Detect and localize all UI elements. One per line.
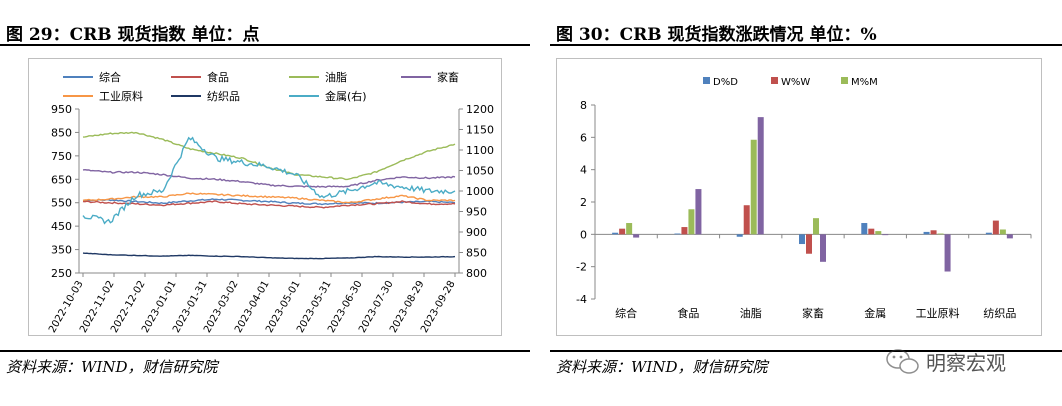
series-line-1 bbox=[82, 200, 456, 209]
left-y-tick-label: 950 bbox=[51, 103, 72, 116]
left-source-rule bbox=[0, 350, 530, 352]
bar-3 bbox=[944, 234, 951, 272]
left-y-tick-label: 350 bbox=[51, 244, 72, 257]
y-tick-label: -2 bbox=[576, 261, 587, 274]
legend-label-5: 纺织品 bbox=[207, 89, 240, 103]
left-y-tick-label: 450 bbox=[51, 220, 72, 233]
left-y-tick-label: 850 bbox=[51, 126, 72, 139]
right-y-tick-label: 1050 bbox=[466, 165, 494, 178]
y-tick-label: 4 bbox=[580, 164, 587, 177]
category-label: 纺织品 bbox=[983, 306, 1016, 320]
legend-swatch-0 bbox=[703, 77, 710, 84]
legend-label-3: 家畜 bbox=[437, 70, 459, 84]
series-line-3 bbox=[82, 168, 456, 189]
left-y-tick-label: 750 bbox=[51, 150, 72, 163]
right-y-tick-label: 900 bbox=[466, 226, 487, 239]
bar-1 bbox=[619, 228, 626, 235]
right-source-note: 资料来源：WIND，财信研究院 bbox=[556, 358, 768, 376]
watermark-text: 明察宏观 bbox=[926, 351, 1006, 375]
bar-3 bbox=[757, 117, 764, 235]
right-panel: 图 30：CRB 现货指数涨跌情况 单位：% D%D W%W M%M -4 -2 0 2 4 6… bbox=[550, 0, 1062, 406]
right-y-tick-label: 1100 bbox=[466, 144, 494, 157]
y-tick-label: -4 bbox=[576, 293, 587, 306]
bar-0 bbox=[923, 231, 930, 235]
bar-3 bbox=[695, 189, 702, 235]
bar-0 bbox=[861, 223, 868, 235]
series-line-4 bbox=[82, 192, 456, 204]
right-y-tick-label: 950 bbox=[466, 206, 487, 219]
bar-2 bbox=[999, 229, 1006, 235]
category-label: 家畜 bbox=[802, 306, 824, 320]
legend-label-6: 金属(右) bbox=[325, 89, 367, 103]
legend-label-4: 工业原料 bbox=[99, 89, 143, 103]
series-line-5 bbox=[82, 252, 456, 260]
right-y-tick-label: 1200 bbox=[466, 103, 494, 116]
right-y-tick-label: 800 bbox=[466, 267, 487, 280]
bar-1 bbox=[868, 228, 875, 235]
bar-1 bbox=[806, 234, 812, 254]
legend-label-0: D%D bbox=[713, 77, 738, 88]
bar-2 bbox=[937, 233, 944, 235]
bar-3 bbox=[882, 234, 889, 236]
legend-label-1: W%W bbox=[781, 77, 810, 88]
bar-0 bbox=[612, 232, 619, 235]
right-y-tick-label: 1150 bbox=[466, 124, 494, 137]
bar-1 bbox=[992, 220, 999, 235]
left-title-rule bbox=[0, 44, 530, 46]
right-source-rule bbox=[550, 350, 1062, 352]
legend-label-2: 油脂 bbox=[325, 70, 347, 84]
bar-1 bbox=[681, 227, 688, 235]
bar-0 bbox=[799, 234, 805, 245]
series-line-6 bbox=[82, 136, 456, 225]
left-y-tick-label: 650 bbox=[51, 173, 72, 186]
right-legend: D%D W%W M%M bbox=[703, 77, 878, 88]
left-y-tick-label: 250 bbox=[51, 267, 72, 280]
bar-1 bbox=[930, 230, 937, 235]
left-chart-frame: 综合 食品 油脂 家畜工业原料 纺织品 金属(右) 250 350 450 550 650 750 85… bbox=[28, 58, 502, 336]
left-source-note: 资料来源：WIND，财信研究院 bbox=[6, 358, 218, 376]
right-bar-chart: D%D W%W M%M -4 -2 0 2 4 6 8 综合 食品 油脂 家畜 金属 工业原料 纺织品 bbox=[576, 77, 1032, 320]
legend-swatch-1 bbox=[771, 77, 778, 84]
bar-3 bbox=[633, 234, 640, 238]
bar-0 bbox=[674, 233, 681, 235]
bar-0 bbox=[985, 232, 992, 235]
bar-2 bbox=[688, 209, 695, 235]
bar-2 bbox=[813, 218, 819, 235]
legend-label-0: 综合 bbox=[99, 70, 121, 84]
left-figure-title: 图 29：CRB 现货指数 单位：点 bbox=[6, 25, 260, 45]
right-figure-title: 图 30：CRB 现货指数涨跌情况 单位：% bbox=[556, 25, 877, 45]
wechat-watermark: 明察宏观 bbox=[882, 344, 1052, 380]
y-tick-label: 2 bbox=[580, 196, 587, 209]
legend-swatch-2 bbox=[841, 77, 848, 84]
category-label: 综合 bbox=[615, 306, 637, 320]
bar-2 bbox=[750, 139, 757, 235]
right-chart-frame: D%D W%W M%M -4 -2 0 2 4 6 8 综合 食品 油脂 家畜 金属 工业原料 纺织品 bbox=[556, 58, 1042, 336]
category-label: 食品 bbox=[677, 306, 699, 320]
legend-label-2: M%M bbox=[851, 77, 878, 88]
category-label: 金属 bbox=[864, 306, 886, 320]
bar-1 bbox=[743, 205, 750, 235]
left-y-tick-label: 550 bbox=[51, 197, 72, 210]
y-tick-label: 6 bbox=[580, 131, 587, 144]
bar-2 bbox=[626, 223, 633, 235]
bar-3 bbox=[820, 234, 826, 262]
category-label: 油脂 bbox=[740, 306, 762, 320]
right-y-tick-label: 1000 bbox=[466, 185, 494, 198]
wechat-logo-icon bbox=[886, 349, 919, 374]
legend-label-1: 食品 bbox=[207, 70, 229, 84]
right-title-rule bbox=[550, 44, 1062, 46]
right-y-tick-label: 850 bbox=[466, 247, 487, 260]
y-tick-label: 8 bbox=[580, 99, 587, 112]
y-tick-label: 0 bbox=[580, 228, 587, 241]
left-panel: 图 29：CRB 现货指数 单位：点 综合 食品 油脂 家畜工业原料 纺织品 金属(右) 2… bbox=[0, 0, 530, 406]
bar-3 bbox=[1006, 234, 1013, 239]
bar-0 bbox=[736, 234, 743, 237]
bar-2 bbox=[875, 231, 882, 235]
category-label: 工业原料 bbox=[916, 306, 960, 320]
